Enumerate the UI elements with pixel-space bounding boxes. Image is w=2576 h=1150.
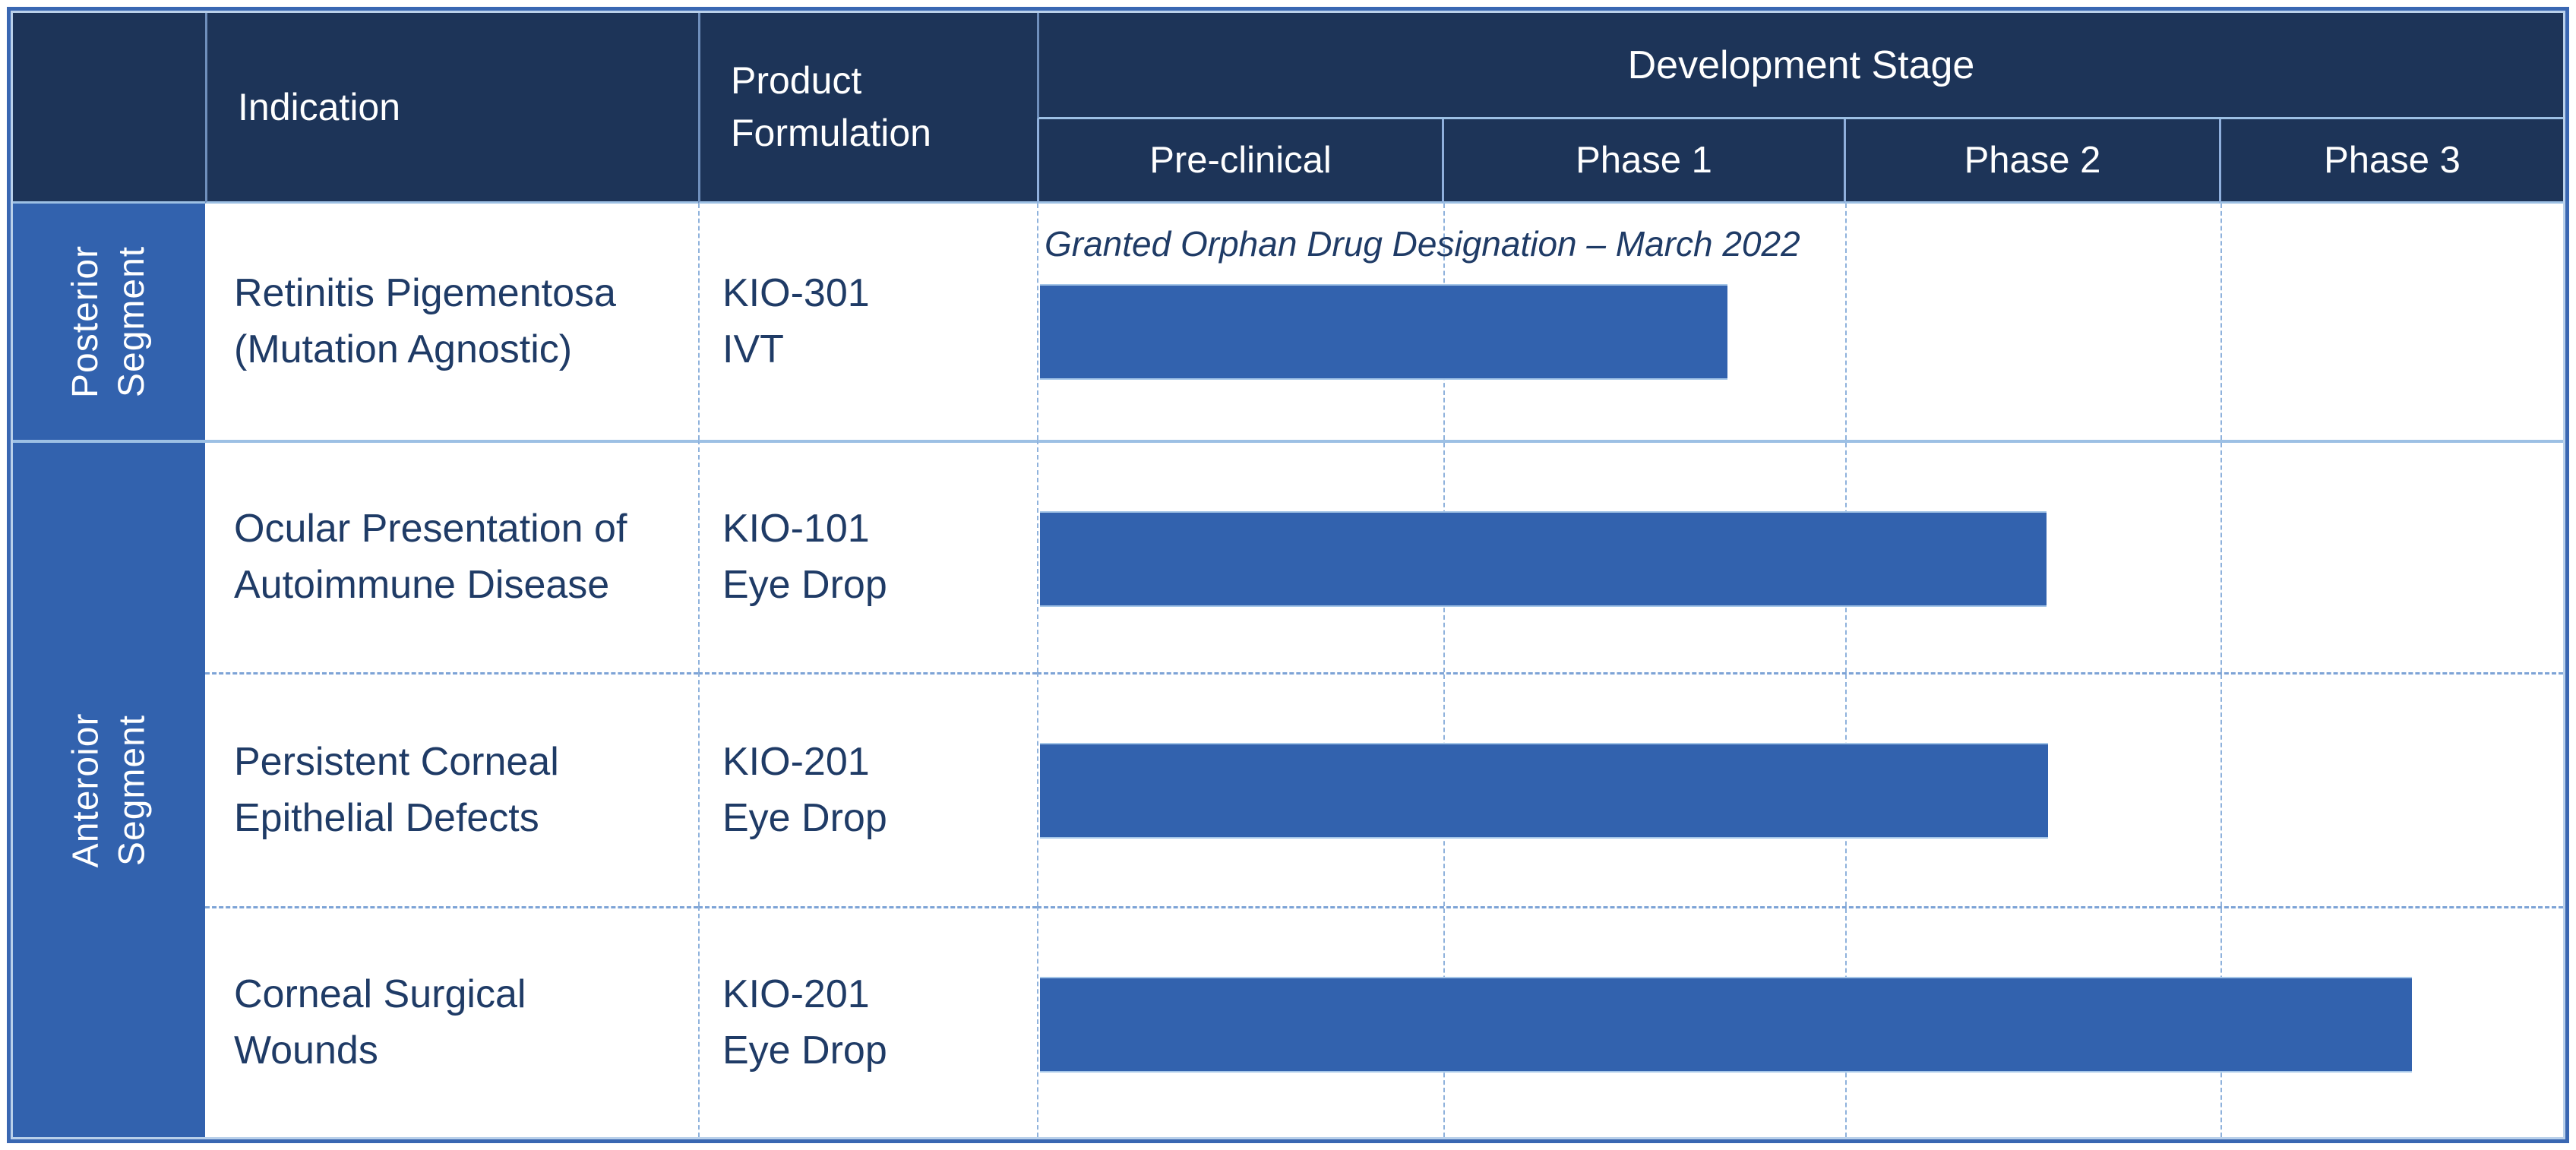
indication-corneal-surgical: Corneal Surgical Wounds	[205, 906, 698, 1137]
gantt-bar-row-4	[1040, 977, 2413, 1073]
indication-ocular-autoimmune: Ocular Presentation of Autoimmune Diseas…	[205, 440, 698, 672]
stage-header-phase-1: Phase 1	[1442, 119, 1844, 204]
indication-retinitis-pigementosa: Retinitis Pigementosa (Mutation Agnostic…	[234, 270, 616, 371]
pipeline-table-frame: Indication Product Formulation Developme…	[7, 7, 2569, 1143]
stage-header-phase-2: Phase 2	[1844, 119, 2219, 204]
phase-divider	[2220, 443, 2222, 672]
gantt-bar-row-2	[1040, 511, 2047, 607]
pipeline-table-inner-border: Indication Product Formulation Developme…	[11, 11, 2565, 1139]
gantt-bar-row-3	[1040, 743, 2048, 839]
gantt-bar-row-1	[1040, 284, 1728, 380]
stage-track-row-3	[1037, 672, 2563, 906]
segment-label-posterior: Posterior Segment	[65, 245, 153, 399]
product-kio-101: KIO-101 Eye Drop	[698, 440, 1037, 672]
phase-divider	[1845, 204, 1847, 440]
header-development-stage: Development Stage	[1037, 13, 2563, 119]
stage-header-pre-clinical: Pre-clinical	[1037, 119, 1442, 204]
product-kio-301: KIO-301 IVT	[698, 204, 1037, 440]
phase-divider	[2220, 675, 2222, 906]
phase-divider	[2220, 204, 2222, 440]
header-indication: Indication	[205, 13, 698, 204]
indication-persistent-corneal: Persistent Corneal Epithelial Defects	[205, 672, 698, 906]
segment-cell-posterior: Posterior Segment	[13, 204, 205, 440]
orphan-drug-annotation: Granted Orphan Drug Designation – March …	[1045, 224, 1800, 264]
header-corner-cell	[13, 13, 205, 204]
product-kio-201-a: KIO-201 Eye Drop	[698, 672, 1037, 906]
stage-track-row-1: Granted Orphan Drug Designation – March …	[1037, 204, 2563, 440]
stage-track-row-2	[1037, 440, 2563, 672]
pipeline-table: Indication Product Formulation Developme…	[13, 13, 2563, 1137]
segment-label-anterior: Anteroior Segment	[65, 712, 153, 867]
segment-cell-anterior: Anteroior Segment	[13, 440, 205, 1137]
header-product-formulation: Product Formulation	[698, 13, 1037, 204]
product-kio-201-b: KIO-201 Eye Drop	[698, 906, 1037, 1137]
stage-track-row-4	[1037, 906, 2563, 1137]
stage-header-phase-3: Phase 3	[2219, 119, 2563, 204]
